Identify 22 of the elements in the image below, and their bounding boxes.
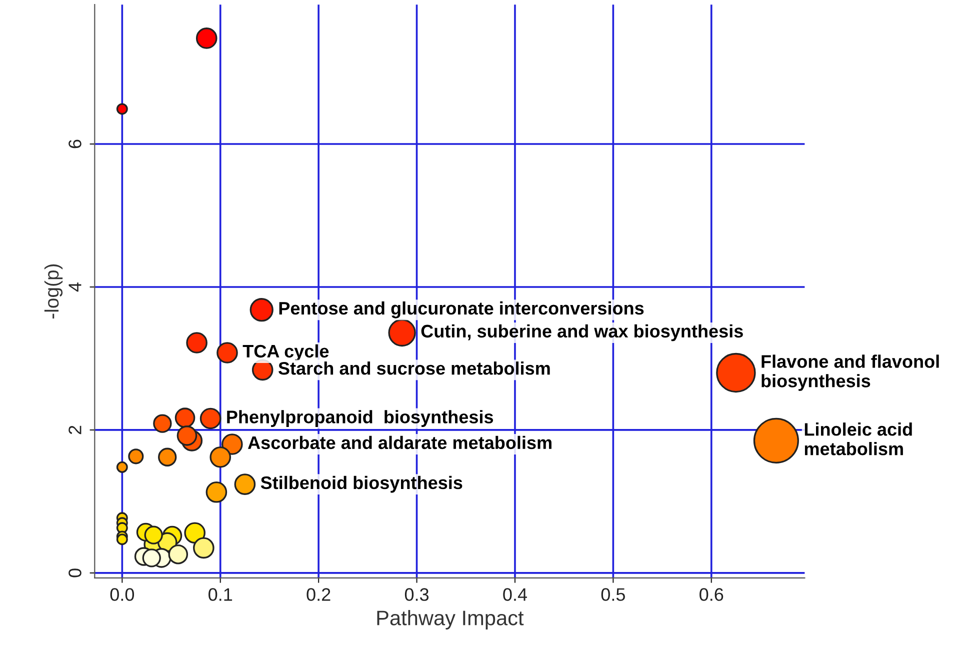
x-tick-label: 0.3 xyxy=(404,588,429,601)
y-tick-label: 2 xyxy=(68,426,82,434)
annotation: Linoleic acid metabolism xyxy=(804,422,912,456)
x-tick-label: 0.1 xyxy=(208,588,232,601)
x-tick-label: 0.4 xyxy=(503,588,527,601)
x-tick-label: 0.0 xyxy=(110,588,134,601)
annotation: Pentose and glucuronate interconversions xyxy=(279,301,644,318)
x-tick-label: 0.6 xyxy=(700,588,724,601)
y-tick-label: 4 xyxy=(68,282,82,292)
x-tick-label: 0.2 xyxy=(306,588,330,601)
x-axis-title: Pathway Impact xyxy=(377,610,524,630)
annotation: Ascorbate and aldarate metabolism xyxy=(248,436,552,450)
x-tick-label: 0.5 xyxy=(601,588,625,601)
annotation: Flavone and flavonol biosynthesis xyxy=(762,354,939,391)
annotation: Phenylpropanoid biosynthesis xyxy=(227,410,494,427)
annotation: Stilbenoid biosynthesis xyxy=(260,476,462,493)
annotation: Starch and sucrose metabolism xyxy=(278,362,550,375)
y-axis-title: -log(p) xyxy=(44,264,63,319)
y-tick-label: 6 xyxy=(68,140,82,148)
annotation: Cutin, suberine and wax biosynthesis xyxy=(421,324,743,342)
annotation: TCA cycle xyxy=(242,344,329,362)
y-tick-label: 0 xyxy=(68,568,82,578)
